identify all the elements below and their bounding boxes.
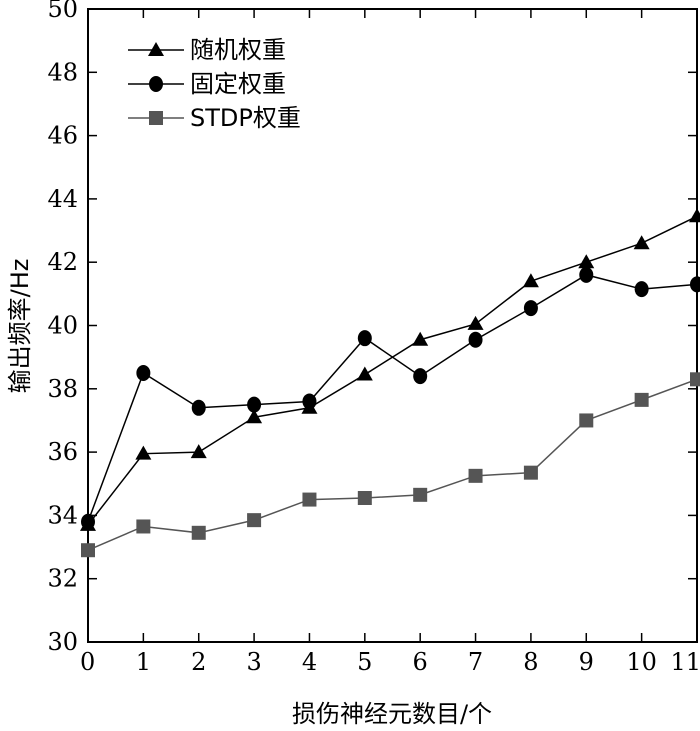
square-marker bbox=[523, 465, 538, 480]
square-marker bbox=[191, 525, 206, 540]
y-tick-label: 38 bbox=[47, 375, 78, 403]
x-tick-label: 11 bbox=[670, 648, 700, 676]
y-tick-label: 48 bbox=[47, 58, 78, 86]
legend-circle-marker bbox=[149, 76, 163, 92]
x-tick-label: 7 bbox=[468, 648, 483, 676]
legend-item: 随机权重 bbox=[128, 36, 286, 64]
circle-marker bbox=[523, 300, 538, 317]
x-tick-label: 6 bbox=[413, 648, 428, 676]
series-1 bbox=[80, 208, 700, 531]
square-marker bbox=[81, 543, 95, 558]
x-axis-label: 损伤神经元数目/个 bbox=[292, 700, 492, 728]
legend-label: 固定权重 bbox=[190, 70, 286, 98]
square-marker bbox=[579, 413, 594, 428]
square-marker bbox=[247, 513, 262, 528]
y-axis-label: 输出频率/Hz bbox=[6, 259, 34, 394]
x-tick-label: 1 bbox=[136, 648, 151, 676]
legend-item: 固定权重 bbox=[128, 70, 286, 98]
triangle-marker bbox=[190, 444, 207, 459]
square-marker bbox=[468, 468, 483, 483]
circle-marker bbox=[302, 393, 317, 410]
triangle-marker bbox=[467, 315, 484, 330]
series-line bbox=[87, 274, 698, 522]
square-marker bbox=[136, 519, 151, 534]
y-tick-label: 30 bbox=[47, 628, 78, 656]
y-tick-label: 32 bbox=[47, 565, 78, 593]
y-tick-label: 40 bbox=[47, 312, 78, 340]
y-tick-label: 34 bbox=[47, 501, 78, 529]
x-tick-label: 5 bbox=[357, 648, 372, 676]
y-axis: 30 32 34 36 38 40 42 44 46 48 50 bbox=[47, 0, 697, 656]
square-marker bbox=[634, 392, 649, 407]
triangle-marker bbox=[356, 366, 373, 381]
circle-marker bbox=[413, 368, 428, 385]
x-tick-label: 2 bbox=[191, 648, 206, 676]
circle-marker bbox=[579, 266, 594, 283]
triangle-marker bbox=[246, 409, 263, 424]
series-line bbox=[87, 378, 698, 551]
legend-label: STDP权重 bbox=[190, 104, 301, 132]
legend-item: STDP权重 bbox=[128, 104, 301, 132]
series-layer bbox=[80, 208, 700, 558]
triangle-marker bbox=[522, 273, 539, 288]
square-marker bbox=[690, 372, 700, 387]
legend-square-marker bbox=[149, 111, 163, 125]
circle-marker bbox=[136, 364, 151, 381]
legend-triangle-marker bbox=[148, 42, 164, 56]
plot-frame bbox=[87, 8, 698, 643]
circle-marker bbox=[634, 281, 649, 298]
y-tick-label: 44 bbox=[47, 185, 78, 213]
y-tick-label: 50 bbox=[47, 0, 78, 23]
series-2 bbox=[81, 266, 700, 530]
x-tick-label: 4 bbox=[302, 648, 317, 676]
triangle-marker bbox=[578, 254, 595, 269]
x-axis: 0 1 2 3 4 5 6 7 8 9 10 11 bbox=[80, 9, 700, 676]
circle-marker bbox=[191, 399, 206, 416]
circle-marker bbox=[468, 331, 483, 348]
x-tick-label: 8 bbox=[523, 648, 538, 676]
circle-marker bbox=[357, 330, 372, 347]
triangle-marker bbox=[135, 445, 152, 460]
y-tick-label: 42 bbox=[47, 248, 78, 276]
triangle-marker bbox=[633, 235, 650, 250]
triangle-marker bbox=[412, 331, 429, 346]
square-marker bbox=[413, 487, 428, 502]
series-3 bbox=[81, 372, 700, 558]
circle-marker bbox=[81, 513, 95, 530]
series-line bbox=[87, 215, 698, 526]
x-tick-label: 10 bbox=[626, 648, 657, 676]
x-tick-label: 3 bbox=[246, 648, 261, 676]
circle-marker bbox=[247, 396, 262, 413]
x-tick-label: 9 bbox=[579, 648, 594, 676]
square-marker bbox=[357, 490, 372, 505]
y-tick-label: 36 bbox=[47, 438, 78, 466]
circle-marker bbox=[690, 276, 700, 293]
y-tick-label: 46 bbox=[47, 122, 78, 150]
triangle-marker bbox=[689, 208, 700, 223]
square-marker bbox=[302, 492, 317, 507]
legend-label: 随机权重 bbox=[190, 36, 286, 64]
x-tick-label: 0 bbox=[80, 648, 95, 676]
